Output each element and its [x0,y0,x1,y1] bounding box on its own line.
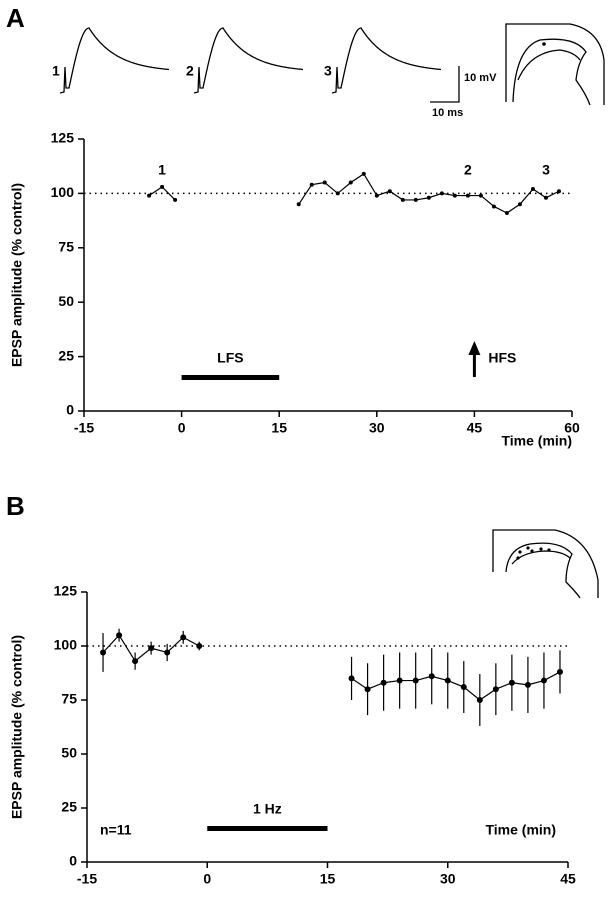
data-point [476,697,483,703]
y-tick-label: 25 [61,799,77,815]
panel-label: A [6,3,25,33]
x-axis-label: Time (min) [501,433,572,449]
y-tick-label: 125 [54,583,78,599]
x-tick-label: 15 [320,871,336,887]
data-point [413,197,418,202]
data-point [426,195,431,200]
x-tick-label: 45 [560,871,576,887]
annotation: 1 [158,162,166,178]
y-tick-label: 50 [61,745,77,761]
data-point [387,189,392,194]
x-tick-label: 0 [178,420,186,436]
y-axis-label: EPSP amplitude (% control) [9,635,25,819]
annotation: 3 [542,162,550,178]
note: n=11 [100,822,132,838]
y-tick-label: 75 [58,239,74,255]
trace-label: 3 [324,63,332,79]
data-point [380,679,387,686]
scale-label: 10 ms [432,107,463,119]
data-point [160,184,165,189]
data-point [504,210,509,215]
slice-schematic [492,529,599,599]
data-point [173,197,178,202]
data-point [517,202,522,207]
data-point [452,193,457,198]
y-tick-label: 100 [51,184,75,200]
data-point [164,649,171,656]
data-point [400,197,405,202]
data-point [556,189,561,194]
trace [193,27,304,94]
data-point [492,686,499,693]
data-point [322,180,327,185]
data-point [116,632,123,639]
data-point [465,193,470,198]
trace-label: 1 [52,63,60,79]
data-point [478,193,483,198]
trace [59,27,170,94]
x-tick-label: 45 [467,420,483,436]
x-tick-label: -15 [77,871,97,887]
data-point [428,673,435,680]
scale-label: 10 mV [464,72,497,84]
y-tick-label: 0 [66,402,74,418]
stimulus-bar [207,826,328,831]
data-point [412,677,419,684]
y-tick-label: 50 [58,293,74,309]
data-point [396,677,403,684]
data-point [132,658,139,665]
data-point [196,643,203,649]
x-tick-label: 60 [564,420,580,436]
data-point [543,195,548,200]
stimulus-label: LFS [217,350,243,366]
slice-schematic [505,23,605,106]
data-point [439,191,444,196]
data-point [491,204,496,209]
panel-label: B [6,491,25,521]
arrow-label: HFS [488,350,516,366]
x-tick-label: 30 [440,871,456,887]
data-point [530,187,535,192]
x-axis-label: Time (min) [485,822,556,838]
y-tick-label: 25 [58,347,74,363]
trace [331,27,442,94]
data-point [364,686,371,693]
data-point [348,675,355,682]
trace-label: 2 [186,63,194,79]
data-point [374,193,379,198]
y-axis-label: EPSP amplitude (% control) [9,183,25,367]
scale-bar [430,66,460,103]
data-point [148,645,155,652]
data-point [309,182,314,187]
y-tick-label: 100 [54,637,78,653]
x-tick-label: -15 [74,420,94,436]
data-point [147,193,152,198]
data-point [100,649,107,656]
data-point [335,191,340,196]
data-point [296,202,301,207]
data-point [444,677,451,684]
x-tick-label: 15 [271,420,287,436]
arrow [468,341,481,377]
data-point [180,634,187,641]
data-point [540,677,547,684]
y-tick-label: 125 [51,130,75,146]
y-tick-label: 0 [69,853,77,869]
data-point [556,668,563,675]
data-point [460,684,467,691]
data-point [348,180,353,185]
y-tick-label: 75 [61,691,77,707]
stimulus-bar [181,375,280,380]
data-point [508,679,515,686]
x-tick-label: 0 [203,871,211,887]
data-point [524,681,531,688]
annotation: 2 [464,162,472,178]
x-tick-label: 30 [369,420,385,436]
stimulus-label: 1 Hz [253,801,282,817]
data-point [361,171,366,176]
